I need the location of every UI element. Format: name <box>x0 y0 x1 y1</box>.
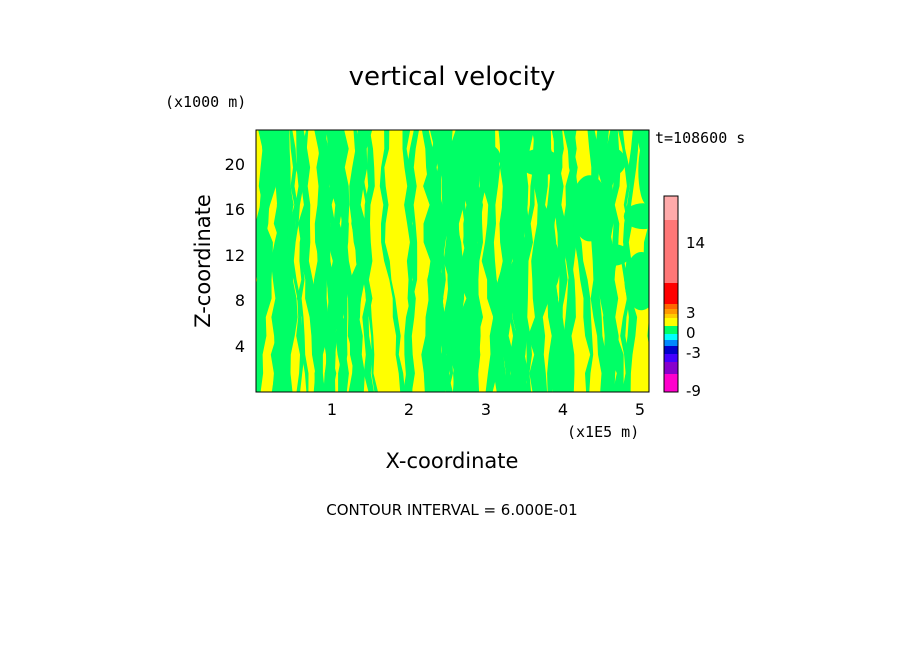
velocity-streaks <box>256 130 649 392</box>
colorbar-swatch <box>664 283 678 304</box>
downdraft-streak <box>501 130 524 392</box>
downdraft-streak <box>522 130 539 392</box>
colorbar-tick-label: -9 <box>686 382 701 400</box>
downdraft-blob <box>638 136 649 205</box>
plot-frame <box>255 129 650 393</box>
downdraft-streak <box>566 130 594 392</box>
x-tick-label: 5 <box>635 400 645 419</box>
downdraft-streak <box>404 130 419 392</box>
plot-field <box>256 130 649 392</box>
x-tick-label: 1 <box>327 400 337 419</box>
colorbar-swatch <box>664 196 678 220</box>
x-tick-label: 4 <box>558 400 568 419</box>
downdraft-streak <box>362 130 375 392</box>
colorbar-swatch <box>664 309 678 314</box>
downdraft-streak <box>379 130 405 392</box>
colorbar <box>663 195 679 393</box>
colorbar-swatch <box>664 318 678 326</box>
y-tick-label: 20 <box>225 155 245 174</box>
x-axis: 1 2 3 4 5 <box>327 400 645 419</box>
colorbar-swatch <box>664 346 678 354</box>
colorbar-swatch <box>664 374 678 392</box>
x-tick-label: 3 <box>481 400 491 419</box>
y-tick-label: 12 <box>225 246 245 265</box>
y-tick-label: 4 <box>235 337 245 356</box>
y-axis-label: Z-coordinate <box>191 194 215 328</box>
downdraft-blob <box>545 240 560 290</box>
downdraft-streak <box>314 130 337 392</box>
downdraft-streak <box>256 130 277 392</box>
colorbar-swatch <box>664 314 678 318</box>
colorbar-tick-label: 0 <box>686 324 696 342</box>
downdraft-streak <box>271 130 294 392</box>
downdraft-streak <box>349 130 362 392</box>
y-axis: 4 8 12 16 20 <box>225 155 245 356</box>
downdraft-streak <box>498 130 507 392</box>
y-tick-label: 16 <box>225 200 245 219</box>
y-tick-label: 8 <box>235 291 245 310</box>
downdraft-blob <box>519 148 561 176</box>
downdraft-streak <box>528 130 553 392</box>
downdraft-streak <box>558 130 578 392</box>
x-axis-unit: (x1E5 m) <box>567 423 639 441</box>
downdraft-streak <box>313 130 338 392</box>
downdraft-streak <box>296 130 310 392</box>
colorbar-swatch <box>664 326 678 334</box>
y-axis-unit: (x1000 m) <box>165 93 246 111</box>
downdraft-blob <box>466 142 501 173</box>
colorbar-swatch <box>664 340 678 346</box>
colorbar-swatch <box>664 334 678 340</box>
x-axis-label: X-coordinate <box>386 449 519 473</box>
colorbar-tick-label: 3 <box>686 304 696 322</box>
downdraft-blob <box>571 175 609 242</box>
colorbar-tick-label: 14 <box>686 234 705 252</box>
downdraft-blob <box>624 252 649 311</box>
contour-interval-label: CONTOUR INTERVAL = 6.000E-01 <box>326 501 577 519</box>
colorbar-swatch <box>664 220 678 283</box>
downdraft-blob <box>501 137 523 198</box>
colorbar-frame <box>663 195 679 393</box>
downdraft-streak <box>421 130 454 392</box>
downdraft-streak <box>402 130 417 392</box>
downdraft-blob <box>592 243 631 266</box>
colorbar-swatch <box>664 362 678 374</box>
colorbar-swatch <box>664 354 678 362</box>
colorbar-swatch <box>664 304 678 309</box>
x-tick-label: 2 <box>404 400 414 419</box>
downdraft-streak <box>288 130 305 392</box>
downdraft-streak <box>328 130 349 392</box>
downdraft-streak <box>436 130 453 392</box>
colorbar-tick-label: -3 <box>686 344 701 362</box>
downdraft-streak <box>460 130 481 392</box>
downdraft-streak <box>448 130 463 392</box>
downdraft-streak <box>295 130 327 392</box>
time-label: t=108600 s <box>655 129 745 147</box>
colorbar-labels: 14 3 0 -3 -9 <box>686 234 705 400</box>
downdraft-blob <box>594 147 626 177</box>
downdraft-blob <box>623 203 649 230</box>
chart-title: vertical velocity <box>349 62 556 92</box>
downdraft-streak <box>429 130 444 392</box>
